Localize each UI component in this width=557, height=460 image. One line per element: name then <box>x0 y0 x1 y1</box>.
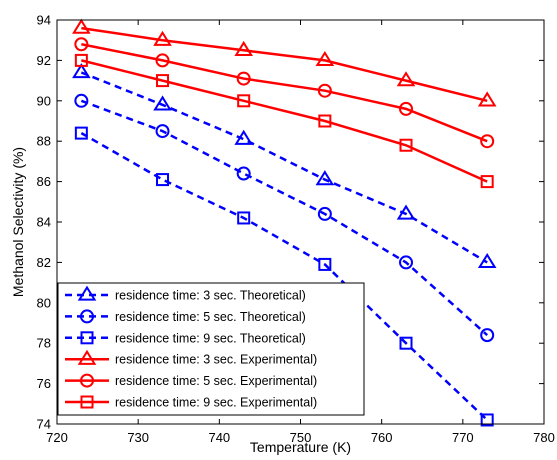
legend-item: residence time: 9 sec. Theoretical) <box>65 331 306 345</box>
y-tick-label: 74 <box>37 417 51 432</box>
legend-item: residence time: 5 sec. Theoretical) <box>65 309 306 324</box>
series-line <box>81 26 488 103</box>
data-point-square <box>74 126 88 140</box>
series-4 <box>72 18 497 107</box>
legend-marker-triangle <box>77 285 97 301</box>
data-point-square <box>399 336 413 350</box>
legend-box <box>57 282 365 416</box>
series-3 <box>74 126 494 427</box>
data-point-square <box>237 94 251 108</box>
legend-item: residence time: 5 sec. Experimental) <box>65 373 317 388</box>
legend-label: residence time: 9 sec. Theoretical) <box>115 331 306 345</box>
x-tick-label: 780 <box>533 430 555 445</box>
series-layer <box>72 18 497 427</box>
y-tick-label: 76 <box>37 376 51 391</box>
data-point-circle <box>155 124 170 139</box>
series-line <box>80 71 488 264</box>
legend-marker-circle <box>80 373 94 388</box>
x-tick-label: 750 <box>290 430 312 445</box>
data-point-circle <box>480 328 495 343</box>
series-1 <box>72 63 497 269</box>
series-line <box>80 99 489 337</box>
x-tick-label: 760 <box>371 430 393 445</box>
legend-item: residence time: 3 sec. Theoretical) <box>65 285 306 303</box>
y-tick-label: 84 <box>37 215 51 230</box>
x-tick-label: 730 <box>127 430 149 445</box>
legend-label: residence time: 5 sec. Theoretical) <box>115 310 306 324</box>
legend-marker-circle <box>80 309 94 324</box>
data-point-circle <box>317 83 332 98</box>
data-point-triangle <box>153 95 172 111</box>
data-point-square <box>399 138 413 152</box>
y-tick-label: 80 <box>37 295 51 310</box>
y-tick-label: 86 <box>37 174 51 189</box>
y-tick-label: 90 <box>37 93 51 108</box>
data-point-circle <box>236 71 251 86</box>
data-point-square <box>480 175 494 189</box>
x-tick-label: 770 <box>452 430 474 445</box>
data-point-circle <box>74 93 89 108</box>
legend-label: residence time: 3 sec. Experimental) <box>115 353 317 367</box>
data-point-circle <box>399 255 414 270</box>
data-point-square <box>156 173 170 187</box>
data-point-square <box>480 413 494 427</box>
data-point-circle <box>480 134 495 149</box>
data-point-triangle <box>72 18 91 34</box>
data-point-triangle <box>315 170 335 186</box>
legend-label: residence time: 9 sec. Experimental) <box>115 396 317 410</box>
data-point-triangle <box>396 71 416 87</box>
legend-marker-triangle <box>77 349 97 365</box>
ticks-layer: 720 730 740 750 760 770 780 74 76 78 80 82 84 86 88 90 9… <box>37 13 555 446</box>
series-line <box>81 43 488 143</box>
legend-label: residence time: 5 sec. Experimental) <box>115 374 317 388</box>
data-point-triangle <box>396 204 416 220</box>
series-2 <box>74 93 495 343</box>
data-point-circle <box>317 206 332 221</box>
y-tick-label: 94 <box>37 13 51 28</box>
data-point-triangle <box>72 63 91 79</box>
legend-label: residence time: 3 sec. Theoretical) <box>115 289 306 303</box>
y-axis-label: Methanol Selectivity (%) <box>10 147 26 297</box>
y-tick-label: 78 <box>37 336 51 351</box>
y-tick-label: 88 <box>37 134 51 149</box>
data-point-square <box>318 257 332 271</box>
data-point-triangle <box>234 129 253 145</box>
data-point-square <box>156 74 170 88</box>
data-point-triangle <box>477 252 497 269</box>
y-tick-label: 82 <box>37 255 51 270</box>
legend-marker-square <box>80 395 94 409</box>
x-tick-label: 720 <box>46 430 68 445</box>
x-axis-label: Temperature (K) <box>250 439 351 455</box>
x-tick-label: 740 <box>208 430 230 445</box>
data-point-circle <box>399 101 414 116</box>
y-tick-label: 92 <box>37 53 51 68</box>
legend-items: residence time: 3 sec. Theoretical) resid… <box>65 285 317 410</box>
series-line <box>81 59 488 183</box>
legend-item: residence time: 3 sec. Experimental) <box>65 349 317 367</box>
data-point-square <box>237 211 251 225</box>
data-point-triangle <box>315 50 335 67</box>
data-point-square <box>74 53 88 67</box>
data-point-triangle <box>153 30 172 46</box>
data-point-triangle <box>477 91 497 107</box>
series-6 <box>74 53 494 189</box>
data-point-circle <box>236 166 251 181</box>
legend-item: residence time: 9 sec. Experimental) <box>65 395 317 410</box>
legend-marker-square <box>80 331 94 345</box>
data-point-triangle <box>234 40 253 56</box>
legend: residence time: 3 sec. Theoretical) resid… <box>57 282 365 416</box>
data-point-circle <box>155 53 170 68</box>
data-point-square <box>318 114 332 128</box>
data-point-circle <box>74 37 89 52</box>
series-line <box>80 132 489 421</box>
series-5 <box>74 37 495 149</box>
